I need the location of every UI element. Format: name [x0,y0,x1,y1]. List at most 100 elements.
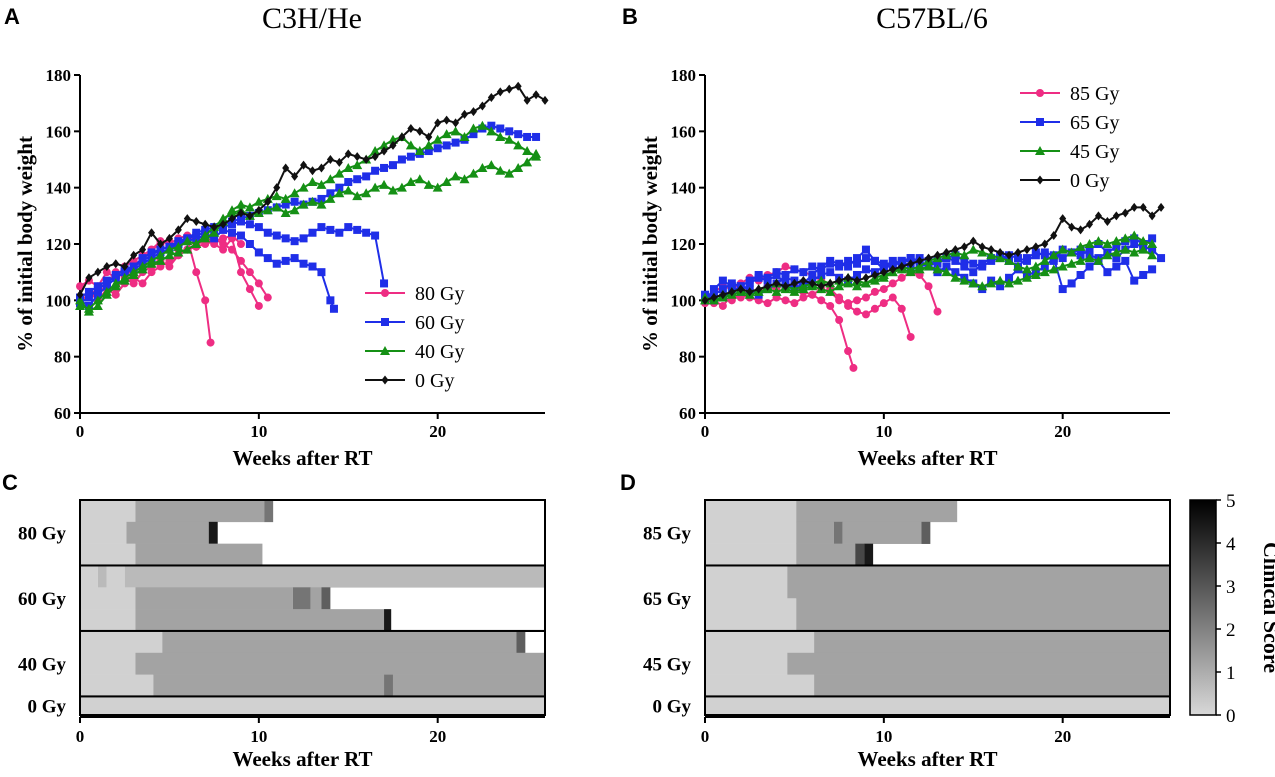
group-85-gy: 85 Gy [643,499,1171,567]
data-point [201,296,210,305]
data-point [352,160,363,170]
data-point [1139,270,1148,279]
data-point [164,244,175,254]
data-point [254,248,263,257]
score-cell [796,500,958,523]
data-point [513,140,524,150]
legend-marker [1036,118,1044,126]
data-point [469,107,477,117]
data-point [477,162,488,172]
colorbar-bar [1189,499,1217,716]
data-point [853,259,862,268]
data-point [746,287,754,297]
score-cell [855,543,865,566]
data-point [925,253,933,263]
score-cell [796,598,1170,632]
score-cell [124,565,545,588]
data-point [371,152,379,162]
data-point [182,244,193,254]
y-tick-label: 180 [671,66,697,85]
data-point [505,84,513,94]
data-point [898,262,906,272]
data-point [84,287,93,296]
data-point [380,163,389,172]
data-point [860,278,871,288]
data-point [504,168,515,178]
data-point [423,179,434,189]
data-point [870,287,879,296]
score-cell [126,521,209,544]
y-tick-label: 60 [679,404,696,423]
data-point [434,118,442,128]
data-point [1086,219,1094,229]
data-point [477,120,488,130]
data-point [450,171,461,181]
data-point [138,256,147,265]
data-point [92,295,103,305]
data-point [826,301,835,310]
data-point [862,273,870,283]
score-cell [787,652,1170,675]
data-point [1121,208,1129,218]
data-point [844,273,852,283]
data-point [309,166,316,176]
data-point [1120,233,1131,243]
data-point [289,205,300,215]
data-point [1130,276,1139,285]
colorbar-tick-label: 4 [1226,534,1236,555]
group-label: 45 Gy [643,655,692,676]
data-point [139,245,147,255]
data-point [1012,261,1023,271]
data-point [826,278,834,288]
panel-letter-a: A [4,4,20,29]
data-point [522,157,533,167]
data-point [1030,261,1041,271]
y-axis-label: % of initial body weight [13,136,37,352]
data-point [254,279,263,288]
legend: 80 Gy 60 Gy 40 Gy 0 Gy [365,283,464,392]
data-point [496,87,504,97]
data-point [398,132,406,142]
data-point [84,293,93,302]
data-point [308,228,317,237]
data-point [219,219,227,229]
data-point [1148,211,1156,221]
score-cell [135,652,545,675]
data-point [236,268,245,277]
data-point [254,301,263,310]
data-point [1084,253,1095,263]
data-point [1102,239,1113,248]
score-cell [384,674,393,697]
data-point [76,290,84,300]
data-point [308,262,317,271]
data-point [897,256,906,265]
data-point [182,236,193,246]
data-point [1093,255,1104,265]
data-point [861,310,870,319]
data-point [362,172,371,181]
data-point [433,144,442,153]
data-point [405,177,416,187]
data-point [128,269,139,279]
data-point [977,281,988,291]
y-axis-label: % of initial body weight [638,136,662,352]
data-point [459,174,470,184]
data-point [487,121,496,130]
data-point [361,188,372,198]
data-point [317,194,326,203]
data-point [210,234,219,243]
score-cell [97,565,107,588]
data-point [1121,256,1130,265]
colorbar-tick-label: 0 [1226,706,1236,727]
score-cell [705,652,788,675]
data-point [451,138,460,147]
data-point [290,197,299,206]
score-cell [135,609,385,632]
score-cell [705,500,797,523]
data-point [83,303,94,313]
data-point [282,163,290,173]
data-point [1039,267,1050,277]
data-point [907,259,915,269]
data-point [969,268,978,277]
data-point [879,285,888,294]
